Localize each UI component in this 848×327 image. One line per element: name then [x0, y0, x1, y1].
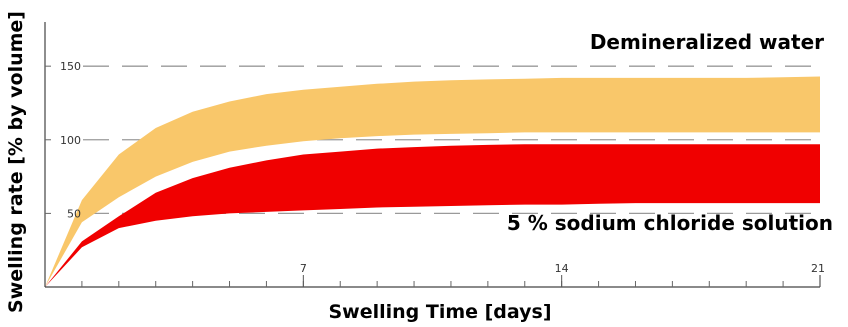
x-axis-title: Swelling Time [days] [328, 301, 551, 323]
labels: Demineralized water 5 % sodium chloride … [5, 11, 833, 323]
x-tick-label: 14 [555, 262, 569, 275]
band-sodium-chloride [45, 144, 820, 287]
x-tick-label: 7 [300, 262, 307, 275]
series-label-sodium-chloride: 5 % sodium chloride solution [507, 211, 833, 235]
y-tick-label: 100 [60, 134, 81, 147]
series-label-demineralized-water: Demineralized water [590, 30, 824, 54]
tick-marks: 50 100 150 7 14 21 [45, 60, 825, 287]
series-bands [45, 76, 820, 287]
y-tick-label: 50 [67, 207, 81, 220]
x-tick-label: 21 [811, 262, 825, 275]
y-axis-title: Swelling rate [% by volume] [5, 11, 27, 313]
band-demineralized-water [45, 76, 820, 287]
y-tick-label: 150 [60, 60, 81, 73]
